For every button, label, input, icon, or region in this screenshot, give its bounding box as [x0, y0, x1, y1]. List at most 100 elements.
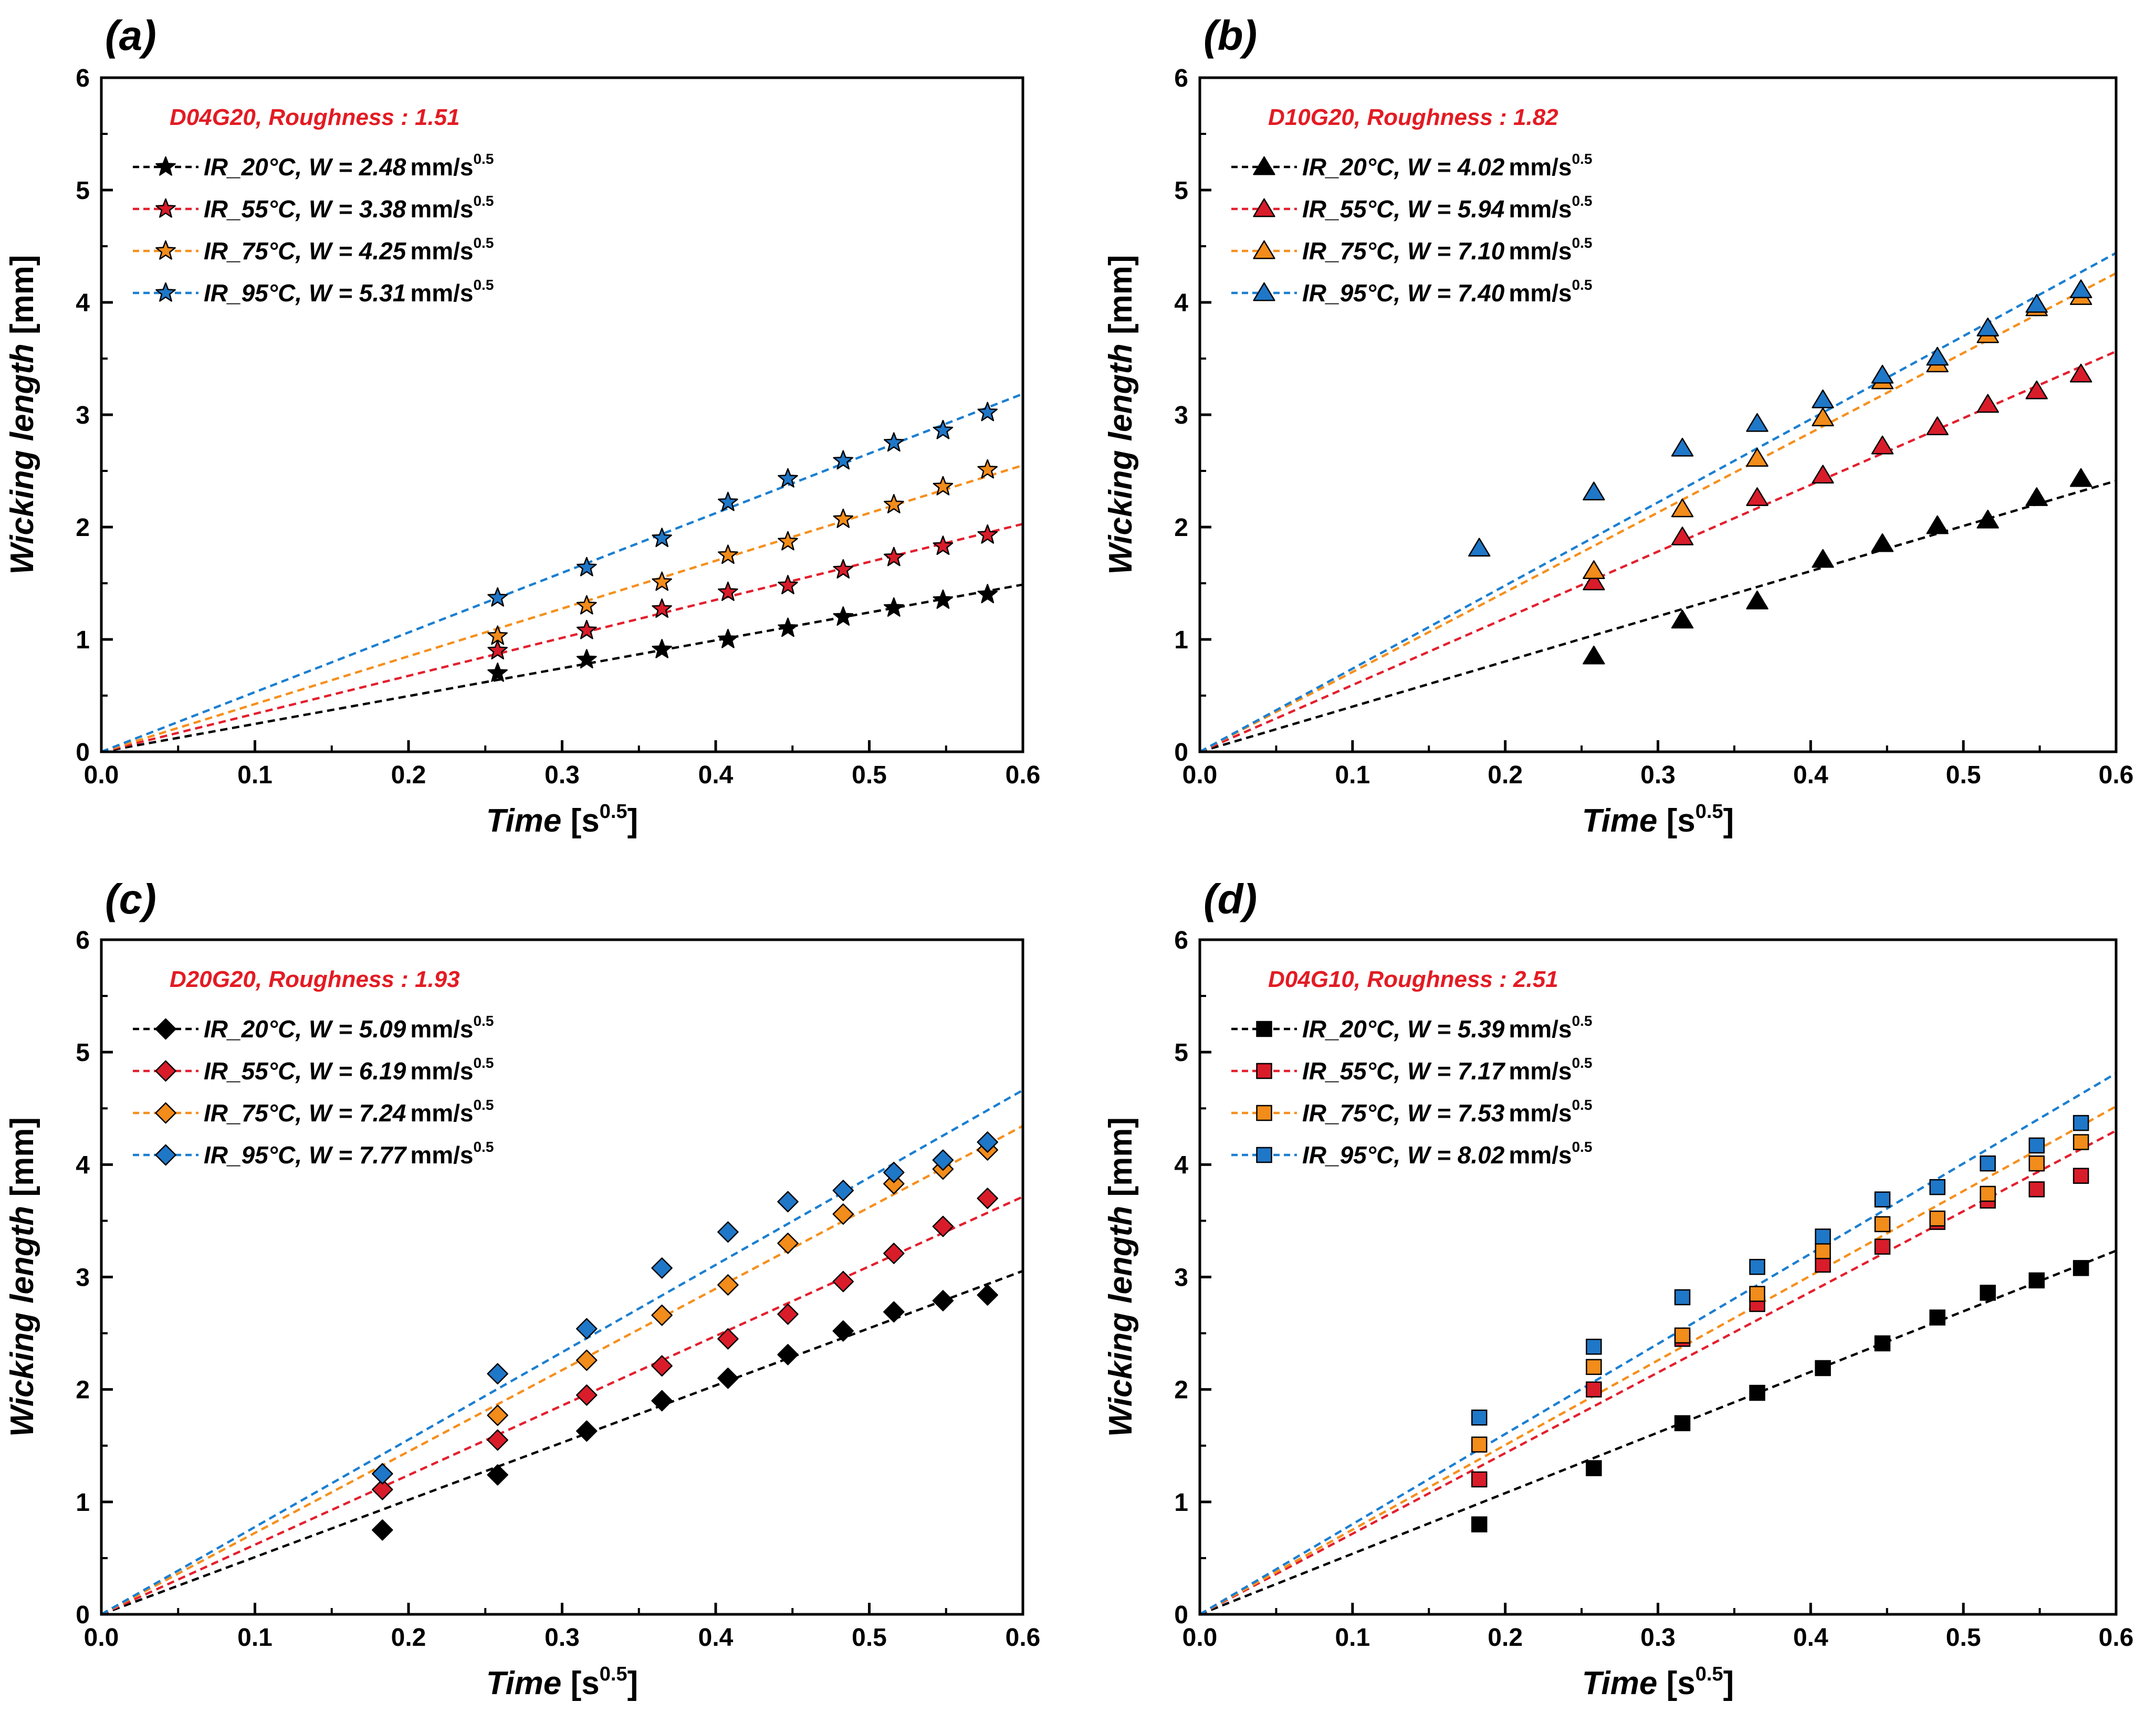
y-tick-label: 2	[1174, 514, 1188, 542]
data-point	[487, 1404, 508, 1426]
legend-unit-sup: 0.5	[1572, 1097, 1592, 1113]
y-axis-title-unit: [mm]	[4, 1117, 40, 1206]
legend-ir: IR_95°C,	[1302, 1141, 1400, 1169]
data-point	[883, 493, 904, 513]
legend-unit: mm/s	[1509, 1057, 1572, 1085]
legend-w: W = 7.40	[1407, 279, 1505, 307]
legend-unit: mm/s	[1509, 279, 1572, 307]
x-tick-label: 0.0	[1182, 1624, 1218, 1652]
data-point	[2028, 1137, 2045, 1154]
data-point	[487, 1464, 508, 1486]
data-point	[652, 528, 672, 548]
series-55c	[1583, 363, 2092, 591]
x-tick-label: 0.2	[1488, 1624, 1523, 1652]
y-tick-label: 6	[76, 65, 90, 92]
data-point	[1583, 560, 1605, 579]
x-tick-label: 0.2	[391, 761, 426, 789]
data-point	[777, 1191, 799, 1213]
y-axis: 0 1 2 3 4 5 6	[1174, 65, 1211, 766]
data-point	[833, 606, 854, 626]
y-tick-label: 2	[1174, 1377, 1188, 1404]
legend-unit: mm/s	[1509, 1141, 1572, 1169]
legend-marker-20c	[1256, 1021, 1272, 1037]
data-point	[1815, 1360, 1831, 1377]
legend-ir: IR_20°C,	[204, 153, 302, 181]
series-55c	[372, 1188, 998, 1500]
x-axis: 0.0 0.1 0.2 0.3 0.4 0.5 0.6	[1182, 1603, 2134, 1652]
y-tick-label: 5	[1174, 1039, 1188, 1067]
legend-label-75c: IR_75°C, W = 4.25 mm/s0.5	[204, 235, 494, 265]
data-point	[372, 1479, 393, 1500]
legend-label-95c: IR_95°C, W = 8.02 mm/s0.5	[1302, 1139, 1592, 1169]
legend-marker-95c	[155, 1144, 176, 1166]
legend-w: W = 5.31	[309, 279, 406, 307]
y-axis-title: Wicking length [mm]	[1103, 255, 1139, 574]
data-point	[977, 1188, 998, 1209]
y-tick-label: 5	[1174, 177, 1188, 205]
data-point	[1671, 437, 1694, 457]
panel-label: (b)	[1203, 12, 1257, 59]
data-point	[1926, 346, 1949, 366]
legend-unit-sup: 0.5	[1572, 1013, 1592, 1029]
data-point	[576, 595, 597, 615]
y-tick-label: 6	[1174, 927, 1188, 954]
legend-ir: IR_55°C,	[204, 1057, 302, 1085]
data-point	[1976, 509, 1999, 529]
legend-unit-sup: 0.5	[473, 193, 494, 209]
data-point	[778, 617, 798, 637]
legend-ir: IR_75°C,	[204, 1099, 302, 1127]
data-point	[832, 1203, 854, 1225]
data-point	[1671, 498, 1694, 518]
x-tick-label: 0.6	[2099, 1624, 2134, 1652]
x-axis-title-unit: [s	[1667, 1665, 1696, 1701]
data-point	[652, 598, 672, 618]
data-point	[718, 628, 738, 648]
y-axis-title: Wicking length [mm]	[4, 1117, 40, 1437]
data-point	[652, 639, 672, 658]
x-tick-label: 0.5	[852, 761, 887, 789]
fit-line-75c	[1200, 1105, 2116, 1614]
data-point	[778, 575, 798, 594]
data-point	[1976, 317, 1999, 337]
data-point	[651, 1257, 673, 1279]
fit-line-55c	[101, 1195, 1023, 1614]
legend-marker-95c	[1253, 282, 1275, 301]
x-axis-title: Time [s0.5]	[486, 1663, 638, 1701]
data-point	[1871, 533, 1894, 552]
x-axis-title-sup: 0.5	[600, 1663, 627, 1685]
x-axis-title: Time [s0.5]	[1582, 801, 1734, 839]
y-axis-title: Wicking length [mm]	[4, 255, 40, 574]
data-point	[2073, 1168, 2089, 1184]
data-point	[651, 1305, 673, 1326]
data-point	[777, 1344, 799, 1365]
fit-line-95c	[1200, 251, 2116, 752]
data-point	[1671, 527, 1694, 545]
fit-line-20c	[101, 1269, 1023, 1614]
data-point	[977, 584, 998, 604]
legend: IR_20°C, W = 5.39 mm/s0.5IR_55°C, W = 7.1…	[1231, 1013, 1592, 1169]
data-point	[1812, 407, 1834, 426]
data-point	[1929, 1309, 1945, 1326]
data-point	[1815, 1256, 1831, 1273]
data-point	[487, 587, 508, 607]
fit-line-75c	[101, 464, 1023, 752]
fit-line-95c	[101, 393, 1023, 752]
x-axis-title-sup: 0.5	[1696, 801, 1723, 823]
data-point	[977, 402, 998, 422]
data-point	[1674, 1327, 1691, 1344]
legend-ir: IR_75°C,	[204, 237, 302, 265]
legend-label-75c: IR_75°C, W = 7.10 mm/s0.5	[1302, 235, 1592, 265]
y-tick-label: 5	[76, 1039, 90, 1067]
fit-lines	[1200, 1072, 2116, 1614]
data-point	[2073, 1260, 2089, 1276]
legend-unit-sup: 0.5	[1572, 1139, 1592, 1155]
sample-annotation: D04G10, Roughness : 2.51	[1268, 966, 1558, 992]
y-tick-label: 3	[76, 1264, 90, 1292]
data-point	[717, 1328, 739, 1350]
data-point	[883, 432, 904, 452]
series-75c	[1471, 1134, 2089, 1453]
x-axis-title-sup: 0.5	[1696, 1663, 1723, 1685]
data-point	[1674, 1415, 1691, 1432]
x-tick-label: 0.4	[698, 1624, 734, 1652]
series-95c	[1468, 279, 2092, 557]
